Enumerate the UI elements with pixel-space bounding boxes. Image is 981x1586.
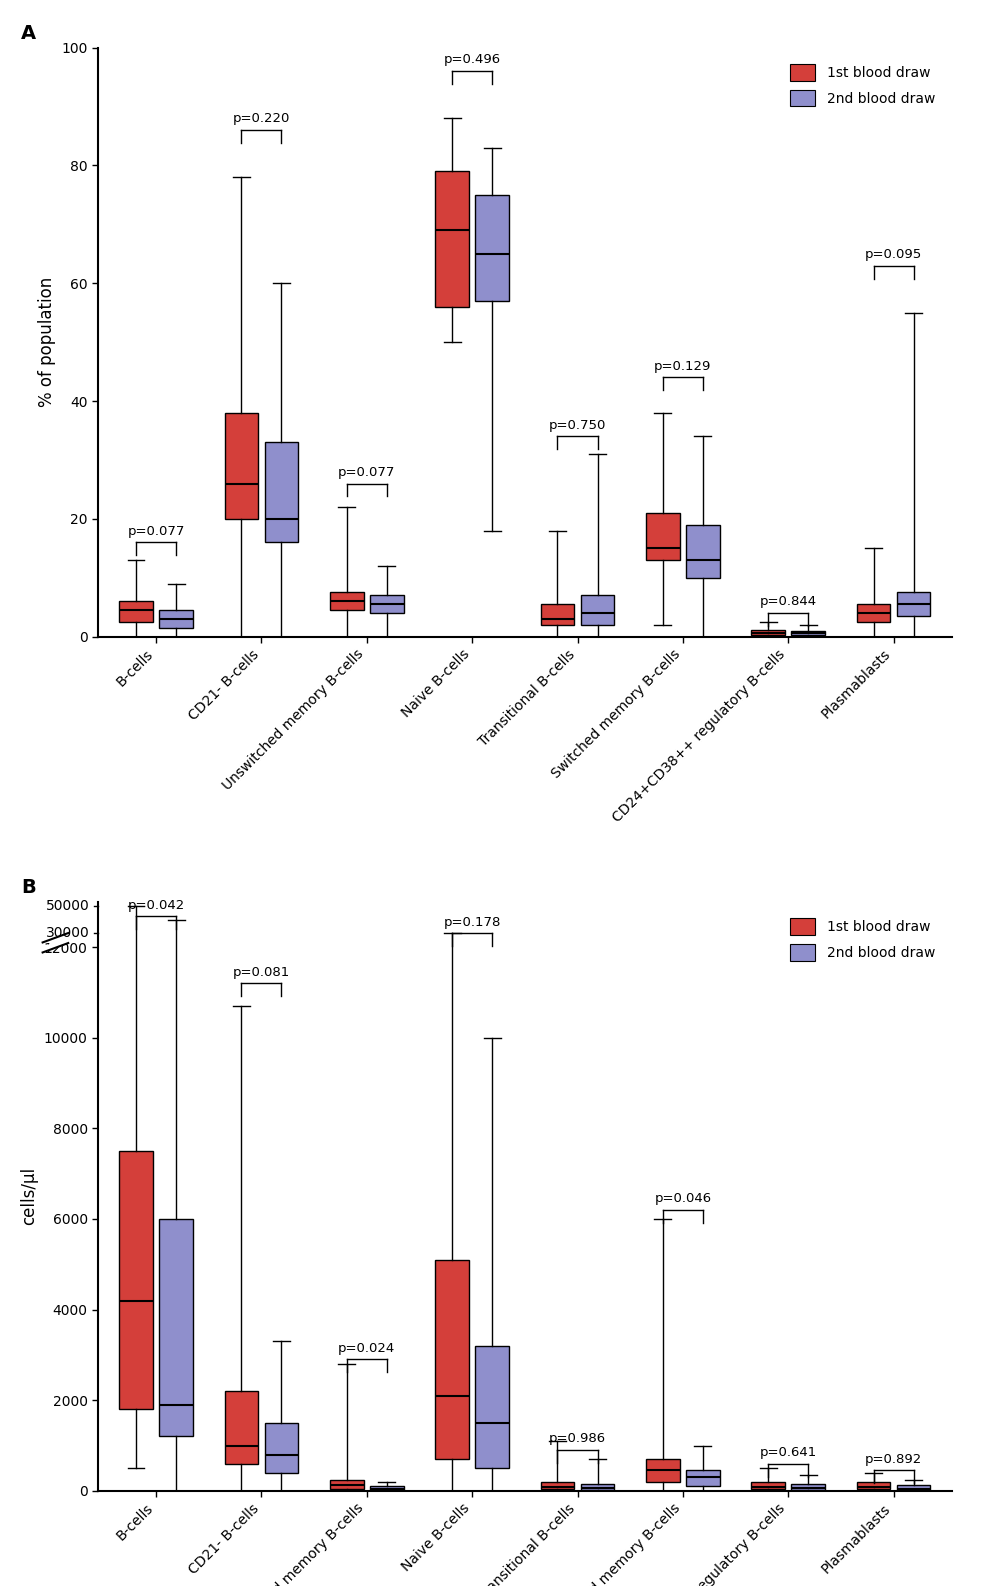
Legend: 1st blood draw, 2nd blood draw: 1st blood draw, 2nd blood draw [781, 54, 945, 116]
PathPatch shape [119, 1151, 153, 1410]
PathPatch shape [897, 1486, 931, 1489]
Text: p=0.844: p=0.844 [759, 595, 817, 609]
PathPatch shape [751, 630, 785, 634]
Text: 50000: 50000 [46, 899, 89, 914]
PathPatch shape [856, 604, 891, 622]
PathPatch shape [686, 525, 720, 577]
PathPatch shape [581, 1484, 614, 1489]
Y-axis label: % of population: % of population [37, 278, 56, 408]
PathPatch shape [330, 1480, 364, 1489]
PathPatch shape [265, 442, 298, 542]
PathPatch shape [436, 171, 469, 306]
Text: A: A [22, 24, 36, 43]
PathPatch shape [225, 412, 258, 519]
Text: p=0.077: p=0.077 [338, 466, 395, 479]
PathPatch shape [792, 631, 825, 634]
PathPatch shape [225, 1391, 258, 1464]
PathPatch shape [751, 1481, 785, 1489]
PathPatch shape [330, 593, 364, 611]
PathPatch shape [646, 512, 680, 560]
PathPatch shape [159, 611, 193, 628]
Text: p=0.042: p=0.042 [128, 899, 184, 912]
Text: p=0.095: p=0.095 [865, 247, 922, 260]
PathPatch shape [159, 1220, 193, 1437]
Text: p=0.081: p=0.081 [232, 966, 290, 979]
Text: p=0.129: p=0.129 [654, 360, 711, 373]
PathPatch shape [897, 593, 931, 615]
Text: p=0.024: p=0.024 [338, 1342, 395, 1354]
Text: p=0.178: p=0.178 [443, 915, 501, 929]
PathPatch shape [686, 1470, 720, 1486]
PathPatch shape [265, 1423, 298, 1473]
Legend: 1st blood draw, 2nd blood draw: 1st blood draw, 2nd blood draw [781, 909, 945, 971]
Text: p=0.986: p=0.986 [549, 1432, 606, 1445]
Text: p=0.496: p=0.496 [443, 54, 500, 67]
PathPatch shape [792, 1484, 825, 1489]
Text: p=0.892: p=0.892 [865, 1453, 922, 1465]
PathPatch shape [646, 1459, 680, 1481]
Text: p=0.750: p=0.750 [548, 419, 606, 431]
Text: 30000: 30000 [46, 926, 89, 940]
Text: p=0.046: p=0.046 [654, 1193, 711, 1205]
PathPatch shape [581, 595, 614, 625]
Y-axis label: cells/µl: cells/µl [21, 1167, 38, 1226]
Text: p=0.641: p=0.641 [759, 1446, 817, 1459]
PathPatch shape [370, 595, 403, 614]
Text: p=0.077: p=0.077 [128, 525, 184, 538]
PathPatch shape [119, 601, 153, 622]
PathPatch shape [436, 1259, 469, 1459]
PathPatch shape [370, 1486, 403, 1489]
Text: B: B [22, 879, 36, 898]
PathPatch shape [476, 195, 509, 301]
Text: p=0.220: p=0.220 [232, 113, 290, 125]
PathPatch shape [541, 1481, 574, 1489]
PathPatch shape [541, 604, 574, 625]
PathPatch shape [476, 1347, 509, 1469]
PathPatch shape [856, 1481, 891, 1489]
